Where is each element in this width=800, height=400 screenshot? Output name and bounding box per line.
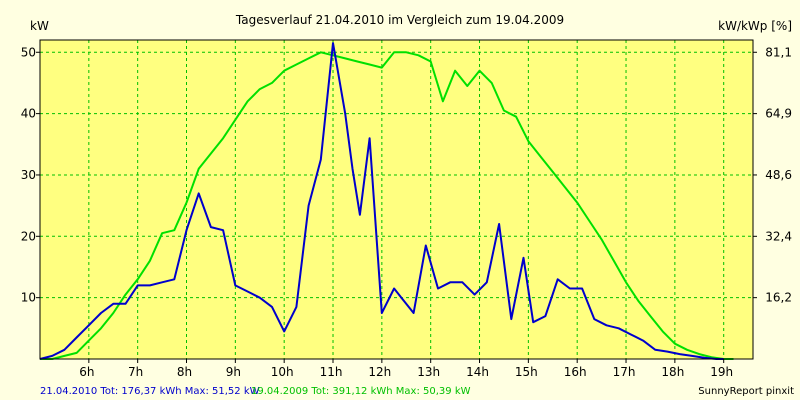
x-tick-label: 9h: [226, 365, 241, 379]
y-tick-label-right: 81,1: [765, 45, 792, 59]
y-tick-label-right: 48,6: [765, 168, 792, 182]
y-tick-label-right: 32,4: [765, 229, 792, 243]
y-tick-label-left: 20: [21, 229, 36, 243]
footer-series1-summary: 21.04.2010 Tot: 176,37 kWh Max: 51,52 kW: [40, 386, 260, 397]
x-tick-label: 12h: [368, 365, 391, 379]
y-ticks-right: 16,2 32,4 48,6 64,9 81,1: [753, 45, 792, 305]
x-tick-label: 7h: [128, 365, 143, 379]
x-tick-label: 8h: [177, 365, 192, 379]
series-line-2: [40, 51, 734, 360]
y-tick-label-left: 10: [21, 291, 36, 305]
x-tick-label: 11h: [320, 365, 343, 379]
x-tick-label: 13h: [417, 365, 440, 379]
y-tick-label-left: 30: [21, 168, 36, 182]
y-tick-label-left: 40: [21, 107, 36, 121]
x-tick-label: 19h: [710, 365, 733, 379]
plot-background: [40, 40, 753, 359]
y-axis-label-right: kW/kWp [%]: [718, 19, 792, 33]
chart-title: Tagesverlauf 21.04.2010 im Vergleich zum…: [235, 13, 564, 27]
footer-series2-summary: 19.04.2009 Tot: 391,12 kWh Max: 50,39 kW: [251, 386, 471, 397]
y-tick-label-right: 64,9: [765, 107, 792, 121]
series-line-1: [39, 42, 724, 360]
x-tick-label: 14h: [466, 365, 489, 379]
x-tick-label: 18h: [661, 365, 684, 379]
y-axis-label-left: kW: [30, 19, 49, 33]
x-ticks: 6h 7h 8h 9h 10h 11h 12h 13h 14h 15h 16h 17h 18h 19h: [79, 359, 733, 379]
plot-frame: [39, 39, 754, 360]
series-lines: [39, 42, 734, 360]
footer-brand: SunnyReport pinxit: [698, 386, 794, 397]
y-tick-label-left: 50: [21, 45, 36, 59]
y-ticks-left: 10 20 30 40 50: [21, 45, 40, 305]
x-tick-label: 10h: [271, 365, 294, 379]
x-tick-label: 15h: [515, 365, 538, 379]
x-tick-label: 16h: [564, 365, 587, 379]
x-tick-label: 6h: [79, 365, 94, 379]
y-tick-label-right: 16,2: [765, 291, 792, 305]
x-tick-label: 17h: [613, 365, 636, 379]
